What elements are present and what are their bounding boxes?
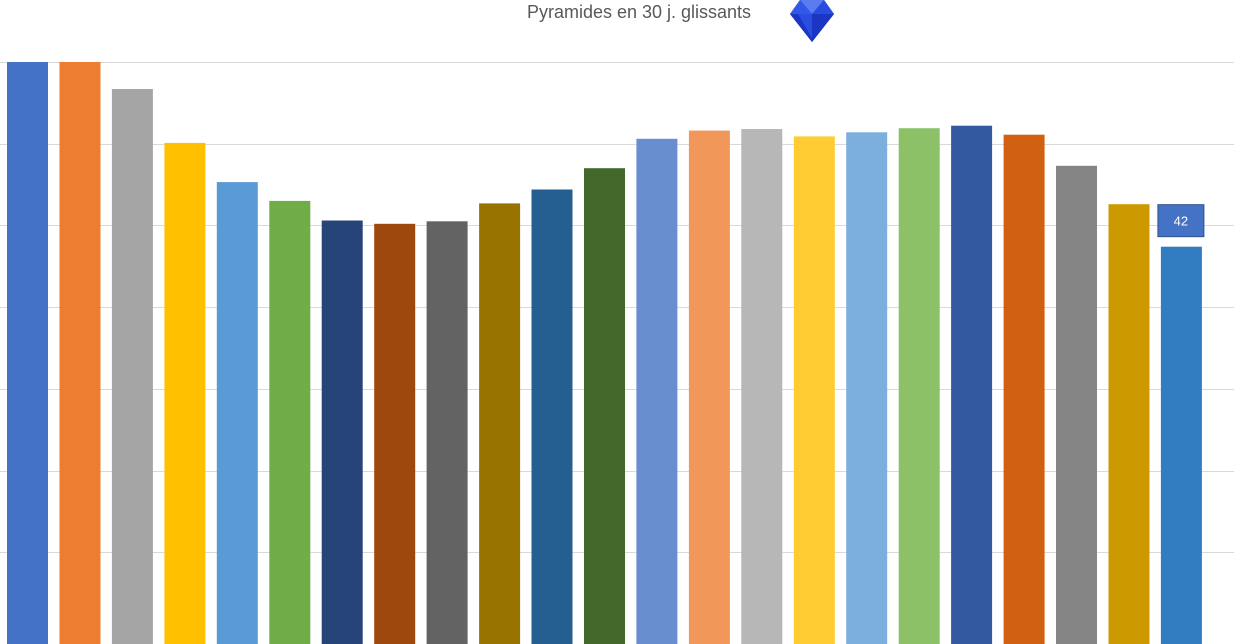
bar [688, 130, 730, 644]
bar [636, 138, 678, 644]
data-label: 42 [1174, 214, 1188, 229]
bar [59, 62, 101, 644]
bar [898, 128, 940, 644]
bar [1056, 165, 1097, 644]
bar [216, 182, 258, 644]
bar [584, 168, 625, 644]
data-labels: 42 [1157, 204, 1205, 238]
bar [846, 132, 888, 644]
bar [164, 142, 206, 644]
bar [269, 200, 311, 644]
bar [321, 220, 363, 644]
bar [531, 189, 573, 644]
bar [7, 62, 48, 644]
bar [1003, 134, 1045, 644]
bar [951, 125, 993, 644]
bar [1160, 246, 1202, 644]
bar [374, 223, 416, 644]
bar-series [7, 62, 1202, 644]
data-label-box [1157, 204, 1205, 238]
bar [479, 203, 521, 644]
blue-gem-icon [790, 0, 834, 42]
bar [793, 136, 835, 644]
chart-title: Pyramides en 30 j. glissants [526, 2, 752, 22]
bar [111, 89, 153, 644]
bar [426, 221, 468, 644]
bar [741, 129, 783, 644]
bar [1108, 204, 1150, 644]
